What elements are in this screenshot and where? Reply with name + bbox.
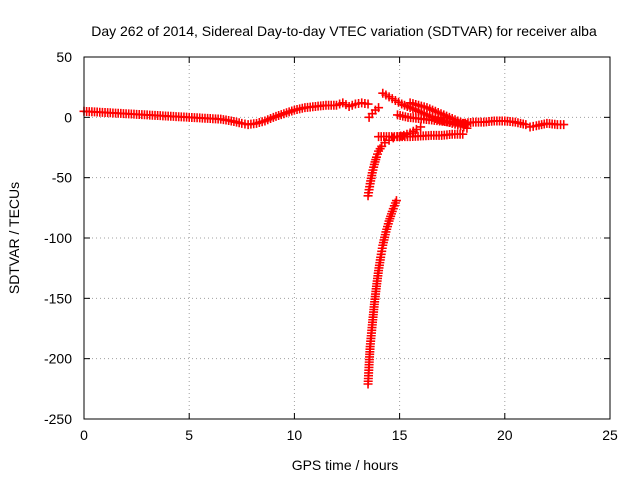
y-tick-label: -200 [44,351,72,367]
plot-frame [83,56,611,420]
data-points [79,88,569,389]
y-tick-label: -100 [44,230,72,246]
y-tick-label: 50 [56,49,72,65]
y-tick-label: -250 [44,411,72,427]
data-point [363,99,373,109]
chart-title: Day 262 of 2014, Sidereal Day-to-day VTE… [91,23,597,39]
x-tick-label: 15 [392,427,408,443]
grid [84,57,610,419]
data-point [458,129,468,139]
x-tick-label: 10 [287,427,303,443]
x-tick-label: 25 [602,427,618,443]
x-axis-label: GPS time / hours [292,457,399,473]
x-tick-label: 20 [497,427,513,443]
data-point [391,196,401,206]
y-tick-label: -50 [52,170,72,186]
data-point [559,120,569,130]
y-tick-label: 0 [64,109,72,125]
y-axis-label: SDTVAR / TECUs [6,182,22,294]
y-tick-label: -150 [44,290,72,306]
x-tick-label: 5 [185,427,193,443]
x-tick-label: 0 [80,427,88,443]
data-point [416,122,426,132]
data-point [374,103,384,113]
